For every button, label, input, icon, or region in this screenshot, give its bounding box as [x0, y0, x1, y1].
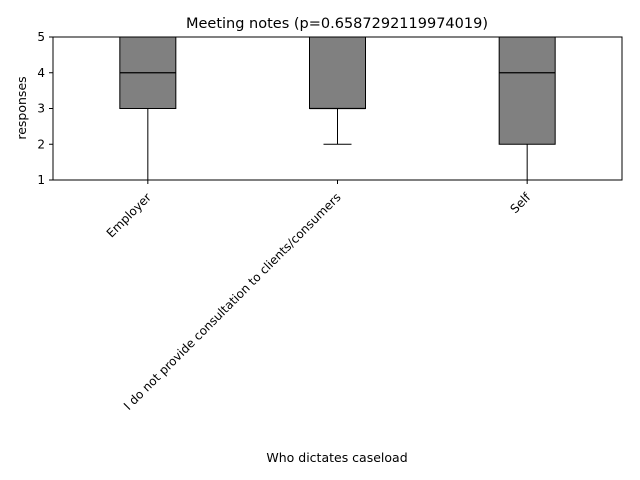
y-axis-label: responses — [14, 76, 29, 139]
chart-title: Meeting notes (p=0.6587292119974019) — [186, 16, 488, 32]
y-tick-label: 4 — [37, 66, 45, 80]
box-iqr — [498, 36, 556, 145]
y-tick-label: 1 — [37, 173, 45, 187]
y-tick-label: 3 — [37, 102, 45, 116]
y-tick-label: 2 — [37, 137, 45, 151]
box-iqr — [309, 36, 366, 109]
y-tick-label: 5 — [37, 30, 45, 44]
x-axis-label: Who dictates caseload — [266, 450, 407, 465]
